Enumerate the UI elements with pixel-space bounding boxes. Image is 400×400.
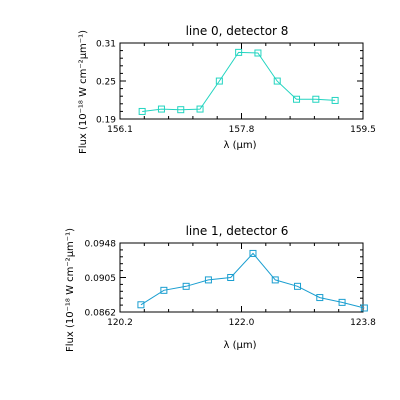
data-point: [331, 96, 339, 104]
data-point: [177, 106, 185, 114]
plot-area: 120.2 122.0 123.8 0.0948 0.0905 0.0862: [85, 240, 377, 329]
data-point: [138, 107, 146, 115]
chart-panel-line0: line 0, detector 8 156.1 157.8 159.5 0.31 0.…: [78, 24, 376, 154]
data-point: [271, 276, 279, 284]
data-point: [196, 105, 204, 113]
x-tick-label: 123.8: [350, 318, 376, 328]
y-tick-label: 0.19: [96, 116, 116, 126]
data-point: [204, 276, 212, 284]
x-tick-label: 120.2: [107, 318, 133, 328]
y-tick-label: 0.0905: [85, 274, 117, 284]
y-tick-label: 0.0948: [85, 240, 117, 250]
data-point: [160, 286, 168, 294]
data-point: [338, 298, 346, 306]
data-point: [293, 95, 301, 103]
series-line: [140, 252, 365, 309]
data-point: [137, 301, 145, 309]
y-tick-label: 0.25: [96, 78, 116, 88]
plot-frame: [119, 242, 364, 313]
chart-panel-line1: line 1, detector 6 120.2 122.0 123.8 0.0948…: [65, 224, 376, 352]
data-point: [294, 282, 302, 290]
y-axis-label: Flux (10⁻¹⁸ W cm⁻²μm⁻¹): [65, 228, 76, 352]
data-point: [235, 48, 243, 56]
data-point: [249, 249, 257, 257]
data-point: [312, 95, 320, 103]
data-point: [227, 274, 235, 281]
data-point: [254, 49, 262, 57]
x-tick-label: 157.8: [229, 125, 255, 135]
data-point: [182, 282, 190, 290]
y-tick-label: 0.31: [96, 40, 116, 50]
plot-area: 156.1 157.8 159.5 0.31 0.25 0.19: [96, 40, 376, 136]
x-tick-label: 156.1: [107, 125, 133, 135]
series-line: [142, 51, 336, 112]
data-point: [157, 105, 165, 113]
data-point: [360, 304, 368, 312]
y-axis-label: Flux (10⁻¹⁸ W cm⁻²μm⁻¹): [78, 30, 89, 154]
chart-title: line 0, detector 8: [186, 24, 289, 38]
y-tick-label: 0.0862: [85, 309, 117, 319]
x-tick-label: 159.5: [350, 125, 376, 135]
chart-title: line 1, detector 6: [186, 224, 289, 238]
x-axis-label: λ (μm): [223, 140, 256, 151]
x-tick-label: 122.0: [229, 318, 255, 328]
data-point: [273, 77, 281, 85]
data-point: [316, 294, 324, 302]
data-point: [215, 77, 223, 85]
x-axis-label: λ (μm): [223, 340, 256, 351]
